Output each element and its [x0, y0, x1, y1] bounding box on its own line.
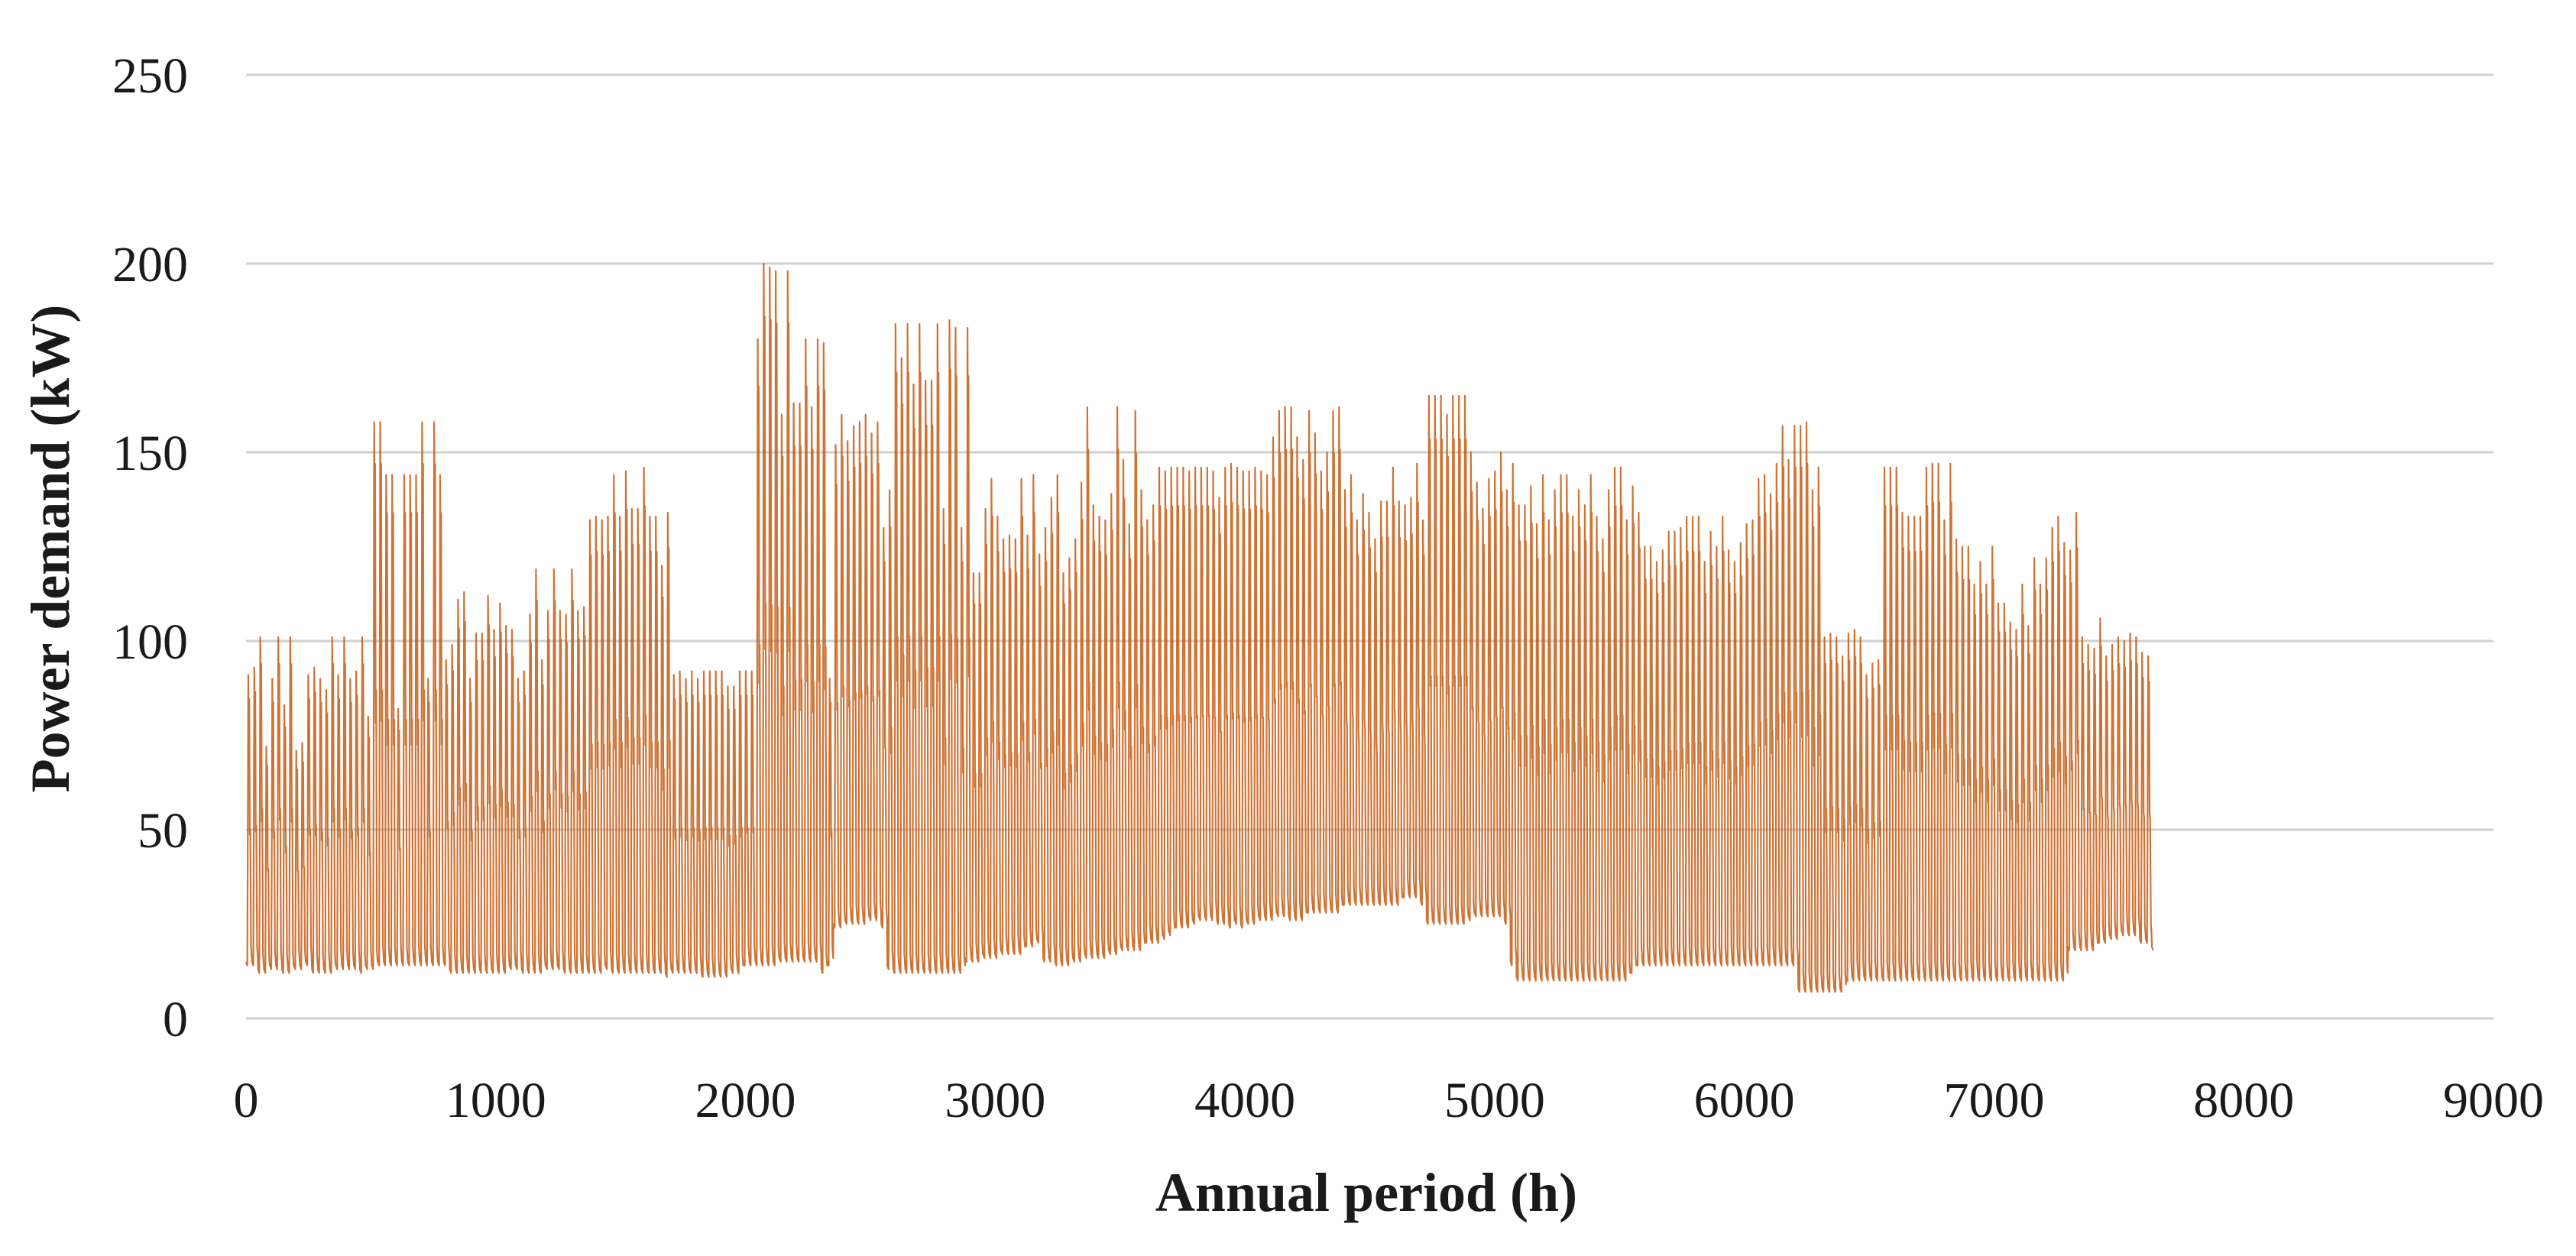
x-tick-label: 5000 [1444, 1073, 1545, 1128]
series-power-demand [245, 262, 2154, 993]
y-tick-label: 150 [112, 426, 188, 481]
x-tick-label: 6000 [1694, 1073, 1795, 1128]
x-tick-label: 4000 [1194, 1073, 1295, 1128]
y-tick-label: 200 [112, 237, 188, 293]
x-tick-label: 0 [234, 1073, 259, 1128]
y-tick-label: 50 [138, 803, 188, 859]
y-tick-label: 0 [163, 992, 188, 1047]
x-axis-title: Annual period (h) [1155, 1162, 1577, 1223]
x-tick-label: 1000 [446, 1073, 546, 1128]
x-axis-ticks: 0 1000 2000 3000 4000 5000 6000 7000 8000 9000 [234, 1073, 2545, 1128]
x-tick-label: 2000 [695, 1073, 796, 1128]
y-axis-title: Power demand (kW) [20, 305, 81, 793]
y-tick-label: 250 [112, 48, 188, 104]
series-line-power-demand [245, 262, 2154, 993]
x-tick-label: 9000 [2443, 1073, 2544, 1128]
y-tick-label: 100 [112, 614, 188, 670]
x-tick-label: 7000 [1943, 1073, 2044, 1128]
y-axis-ticks: 0 50 100 150 200 250 [112, 48, 188, 1047]
x-tick-label: 8000 [2193, 1073, 2294, 1128]
x-tick-label: 3000 [945, 1073, 1045, 1128]
